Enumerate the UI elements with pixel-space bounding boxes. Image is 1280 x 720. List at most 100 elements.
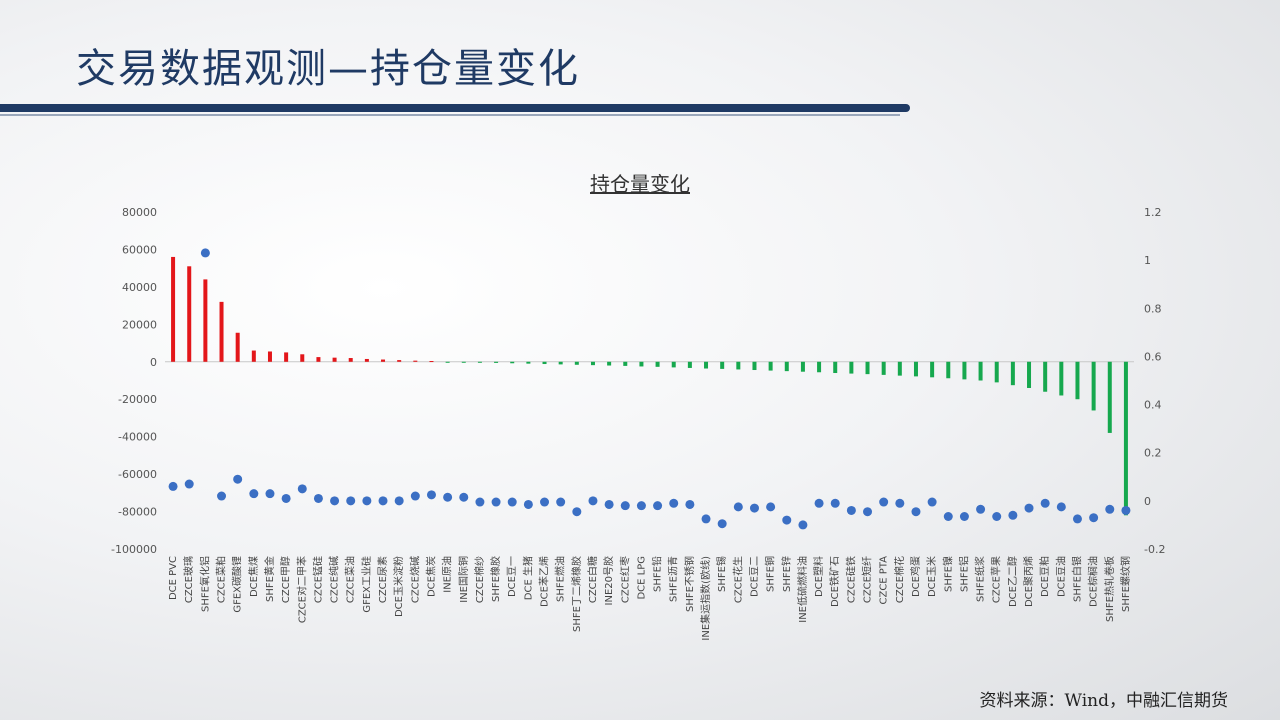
dot-point (410, 491, 420, 501)
category-label: CZCE尿素 (376, 556, 389, 603)
bar (607, 361, 612, 366)
dot-point (733, 502, 743, 512)
category-label: DCE PVC (168, 556, 179, 600)
bar (671, 361, 676, 368)
title-underline-line (0, 114, 900, 116)
bar (768, 361, 773, 371)
dot-point (911, 507, 921, 517)
bar (219, 301, 224, 362)
y-tick-label: -40000 (118, 431, 157, 444)
bar (752, 361, 757, 371)
bar (332, 357, 337, 362)
y-tick-label: -20000 (118, 393, 157, 406)
bar (300, 354, 305, 362)
bar (429, 361, 434, 363)
bar (687, 361, 692, 368)
bar (978, 361, 983, 381)
dot-point (749, 503, 759, 513)
category-label: SHFE丁二烯橡胶 (570, 556, 583, 632)
bar (574, 361, 579, 365)
dot-point (459, 492, 469, 502)
category-label: SHFE黄金 (263, 556, 276, 602)
bar (930, 361, 935, 378)
category-label: SHFE锌 (780, 556, 793, 592)
bar (833, 361, 838, 374)
category-label: SHFE白银 (1070, 556, 1083, 602)
bar (364, 358, 369, 362)
category-label: DCE塑料 (812, 556, 825, 597)
dot-point (717, 519, 727, 529)
bar (962, 361, 967, 380)
category-label: INE20号胶 (602, 556, 615, 605)
dot-point (782, 515, 792, 525)
dot-point (572, 507, 582, 517)
dot-point (814, 498, 824, 508)
dot-point (636, 501, 646, 511)
dot-point (1040, 498, 1050, 508)
category-label: SHFE橡胶 (489, 556, 502, 602)
y-tick-label: 60000 (122, 243, 157, 256)
category-label: CZCE硅铁 (844, 556, 857, 603)
category-label: SHFE不锈钢 (683, 556, 696, 612)
bar (381, 359, 386, 362)
dot-point (1105, 504, 1115, 514)
category-label: DCE豆粕 (1038, 556, 1051, 597)
category-label: DCE玉米淀粉 (392, 556, 405, 617)
dot-point (249, 489, 259, 499)
category-label: CZCE白糖 (586, 556, 599, 603)
category-label: SHFE热轧卷板 (1103, 556, 1116, 622)
category-label: INE集运指数(欧线) (699, 556, 712, 641)
category-label: SHFE镍 (941, 556, 954, 592)
category-label: SHFE纸浆 (974, 556, 987, 602)
category-label: CZCE菜油 (344, 556, 357, 603)
bar (865, 361, 870, 375)
category-label: GFEX工业硅 (360, 556, 373, 613)
page-title: 交易数据观测—持仓量变化 (76, 46, 580, 92)
dot-point (1008, 510, 1018, 520)
category-label: SHFE燃油 (554, 556, 567, 602)
bar (704, 361, 709, 369)
dot-point (523, 499, 533, 509)
category-label: CZCE对二甲苯 (295, 556, 308, 623)
dot-point (879, 497, 889, 507)
category-label: DCE豆二 (748, 556, 760, 597)
dot-point (976, 504, 986, 514)
y2-tick-label: 0 (1144, 495, 1151, 508)
bar (849, 361, 854, 374)
dot-point (959, 512, 969, 522)
bar (1027, 361, 1032, 388)
dot-point (378, 496, 388, 506)
dot-point (556, 497, 566, 507)
y-tick-label: -80000 (118, 506, 157, 519)
bar (203, 279, 208, 362)
dot-point (830, 498, 840, 508)
category-label: DCE豆油 (1054, 556, 1067, 597)
bar (461, 361, 466, 363)
dot-point (265, 489, 275, 499)
dot-point (200, 248, 210, 258)
bar (1091, 361, 1096, 411)
title-underline-bar (0, 104, 910, 112)
bar (800, 361, 805, 372)
bar (251, 350, 256, 362)
dot-point (443, 492, 453, 502)
bar (187, 266, 192, 362)
dot-point (863, 507, 873, 517)
category-label: DCE豆一 (506, 556, 518, 597)
category-label: CZCE棉纱 (473, 556, 486, 603)
category-label: CZCE菜粕 (215, 556, 228, 603)
bar (994, 361, 999, 383)
dot-point (281, 493, 291, 503)
bar (913, 361, 918, 377)
dot-point (330, 496, 340, 506)
bar (413, 360, 418, 362)
bar (267, 351, 272, 362)
category-label: CZCE PTA (879, 556, 890, 605)
category-label: DCE铁矿石 (828, 556, 841, 607)
bar (1075, 361, 1080, 400)
bar (1123, 361, 1128, 516)
dot-point (491, 497, 501, 507)
category-label: CZCE玻璃 (182, 556, 195, 603)
bar (623, 361, 628, 366)
